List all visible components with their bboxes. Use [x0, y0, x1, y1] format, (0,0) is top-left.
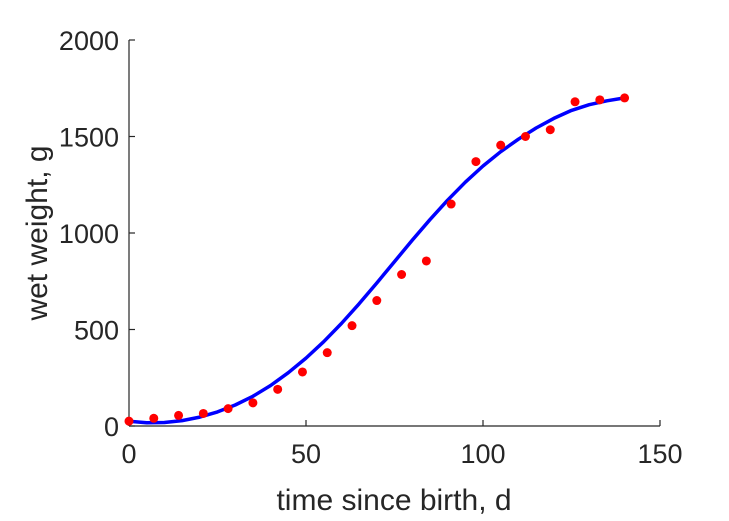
data-point	[372, 296, 382, 306]
data-point	[545, 125, 555, 135]
y-tick-label: 500	[74, 316, 119, 346]
x-tick-label: 100	[460, 439, 505, 469]
data-point	[421, 256, 431, 266]
axes	[128, 39, 661, 427]
data-point	[595, 95, 605, 105]
data-point	[520, 132, 530, 141]
x-tick-label: 0	[121, 439, 136, 469]
fit-curve-layer	[127, 96, 627, 425]
data-point	[471, 157, 481, 167]
data-point	[198, 408, 208, 418]
data-point	[248, 398, 258, 408]
y-tick-label: 2000	[59, 26, 119, 56]
fit-curve	[127, 96, 627, 425]
data-point	[397, 269, 407, 279]
data-point	[446, 199, 456, 209]
data-point	[149, 413, 159, 423]
data-points-layer	[124, 93, 630, 426]
x-tick-label: 150	[637, 439, 682, 469]
x-axis-label: time since birth, d	[276, 484, 511, 517]
y-tick-label: 1500	[59, 123, 119, 153]
data-point	[496, 140, 506, 150]
data-point	[297, 367, 307, 377]
data-point	[273, 384, 283, 394]
data-point	[620, 93, 630, 103]
y-tick-label: 0	[104, 412, 119, 442]
y-axis-label: wet weight, g	[21, 145, 54, 321]
data-point	[322, 348, 332, 358]
data-point	[124, 416, 134, 426]
data-point	[174, 410, 184, 420]
data-point	[347, 321, 357, 331]
data-point	[570, 97, 580, 107]
x-tick-label: 50	[291, 439, 321, 469]
data-point	[223, 404, 233, 414]
y-tick-label: 1000	[59, 219, 119, 249]
